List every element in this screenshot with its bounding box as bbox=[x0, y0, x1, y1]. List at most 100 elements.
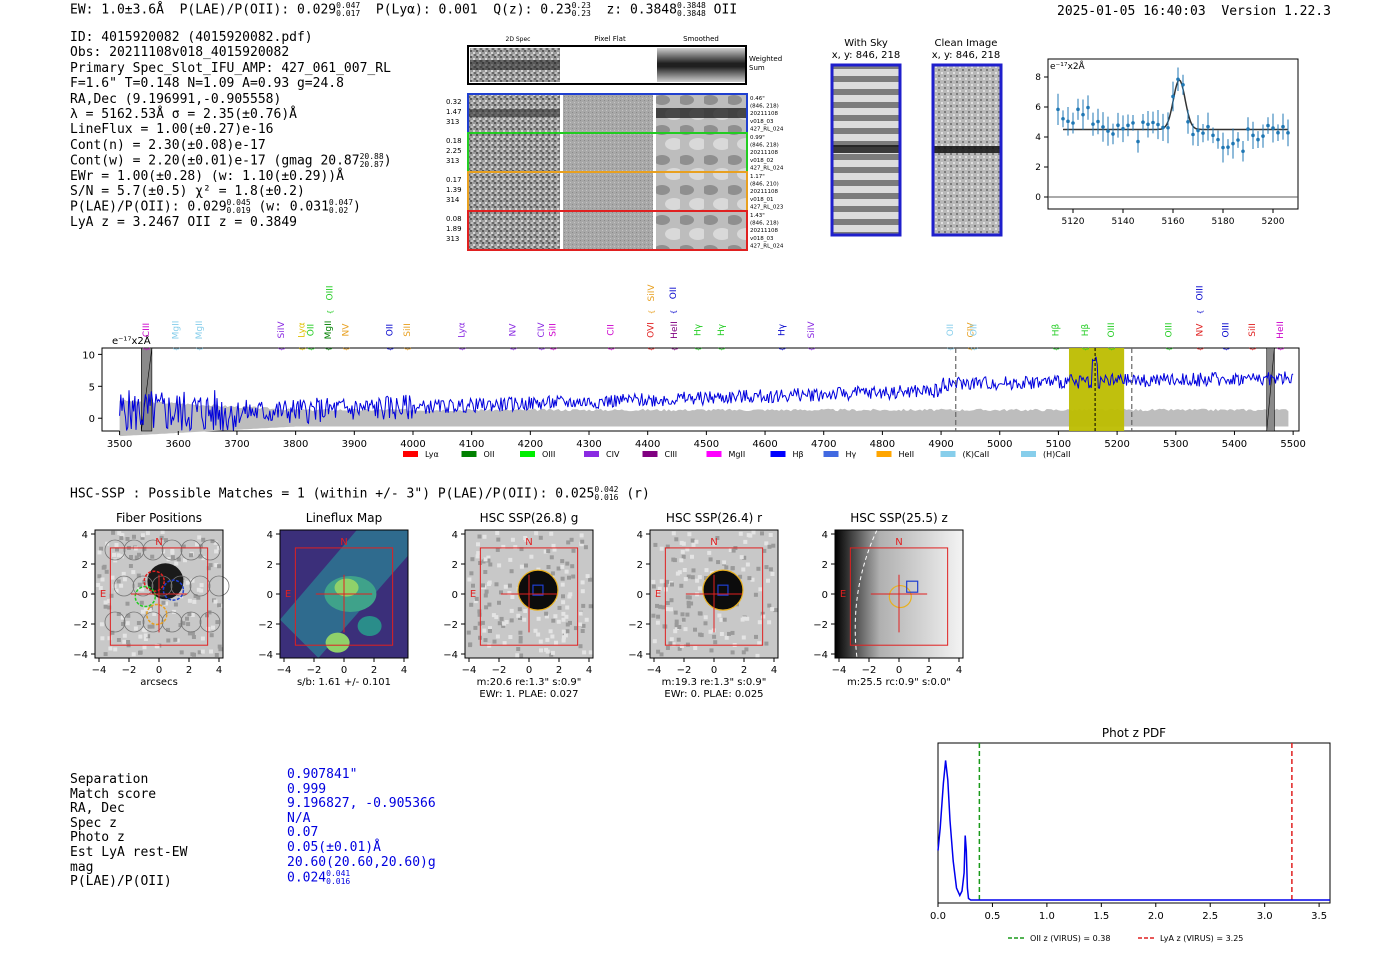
legend-swatch bbox=[876, 451, 892, 457]
info-radec: RA,Dec (9.196991,-0.905558) bbox=[70, 91, 282, 107]
match-value: 0.07 bbox=[287, 825, 319, 841]
spectrum-xtick: 5100 bbox=[1046, 439, 1071, 450]
emission-line-label: Hγ bbox=[717, 323, 727, 336]
zoom-point bbox=[1086, 105, 1090, 110]
stamp-left-label: 314 bbox=[446, 196, 460, 204]
cutout-ytick: 0 bbox=[637, 590, 643, 601]
spectrum-ytick: 0 bbox=[89, 414, 95, 425]
svg-text:{: { bbox=[695, 347, 703, 351]
photz-xtick: 3.0 bbox=[1257, 911, 1273, 922]
cutout-xtick: 2 bbox=[926, 665, 932, 676]
zoom-point bbox=[1116, 123, 1120, 128]
detection-info: ID: 4015920082 (4015920082.pdf) Obs: 202… bbox=[70, 30, 392, 230]
svg-text:{: { bbox=[550, 347, 558, 351]
stamp-col-2dspec: 2D Spec bbox=[506, 36, 531, 43]
north-label: N bbox=[340, 537, 347, 548]
cutout-caption: s/b: 1.61 +/- 0.101 bbox=[297, 677, 391, 688]
stamp-right-label: v018_02 bbox=[750, 158, 774, 164]
emission-line-label: MgII bbox=[324, 321, 334, 340]
cutout-xtick: 2 bbox=[741, 665, 747, 676]
spectrum-error-band bbox=[119, 399, 1289, 437]
stamp-left-label: 313 bbox=[446, 118, 459, 126]
cutout-xtick: 2 bbox=[556, 665, 562, 676]
stamp-right-label: (846, 218) bbox=[750, 104, 779, 110]
zoom-point bbox=[1076, 107, 1080, 112]
match-label: mag bbox=[70, 859, 94, 875]
cutout-xtick: −4 bbox=[462, 665, 477, 676]
emission-line-label: Hβ bbox=[1081, 323, 1091, 336]
info-contw: Cont(w) = 2.20(±0.01)e-17 (gmag 20.87 20.… bbox=[70, 152, 392, 170]
stamp-right-label: 20211108 bbox=[750, 189, 778, 195]
north-label: N bbox=[895, 537, 902, 548]
spectrum-xtick: 5400 bbox=[1222, 439, 1247, 450]
match-value: 0.999 bbox=[287, 781, 327, 797]
fiber-circle bbox=[132, 575, 154, 597]
spectrum-ytick: 10 bbox=[82, 350, 95, 361]
emission-line-label: CIV bbox=[537, 322, 547, 338]
legend-swatch bbox=[823, 451, 839, 457]
svg-text:{: { bbox=[970, 347, 978, 351]
zoom-point bbox=[1166, 126, 1170, 130]
ew-value: EW: 1.0±3.6Å bbox=[70, 2, 164, 18]
stamp-left-label: 2.25 bbox=[446, 147, 462, 155]
stamp-left-label: 0.08 bbox=[446, 215, 462, 223]
zoom-point bbox=[1066, 119, 1070, 124]
aperture-box bbox=[849, 547, 949, 646]
spectrum-flux-line bbox=[119, 356, 1294, 432]
stamp-2dspec bbox=[469, 134, 560, 171]
legend-label: OIII bbox=[542, 450, 555, 459]
zoom-point bbox=[1106, 129, 1110, 133]
stamp-pixelflat bbox=[563, 95, 653, 132]
cutout-ytick: 4 bbox=[637, 530, 643, 541]
info-contn: Cont(n) = 2.30(±0.08)e-17 bbox=[70, 137, 266, 153]
zoom-ytick: 0 bbox=[1035, 193, 1041, 203]
photz-xtick: 0.5 bbox=[984, 911, 1000, 922]
match-label: RA, Dec bbox=[70, 801, 125, 817]
zoom-point bbox=[1276, 130, 1280, 135]
cutout-caption: arcsecs bbox=[140, 677, 178, 688]
cutout-caption2: EWr: 1. PLAE: 0.027 bbox=[479, 689, 578, 700]
spectrum-xtick: 4400 bbox=[635, 439, 660, 450]
sky-panels bbox=[830, 63, 1003, 237]
emission-line-label: SiIV bbox=[647, 284, 657, 302]
stamp-right-label: 20211108 bbox=[750, 150, 778, 156]
east-label: E bbox=[655, 589, 661, 600]
legend-label: CIV bbox=[606, 450, 620, 459]
cutout-xtick: 4 bbox=[771, 665, 777, 676]
info-ewr: EWr = 1.00(±0.28) (w: 1.10(±0.29))Å bbox=[70, 168, 344, 184]
zoom-point bbox=[1216, 137, 1220, 142]
zoom-point bbox=[1096, 119, 1100, 124]
spectrum-xtick: 3500 bbox=[107, 439, 132, 450]
svg-text:{: { bbox=[143, 347, 151, 351]
info-plae: P(LAE)/P(OII): 0.029 0.045 0.019 (w: 0.031… bbox=[70, 198, 361, 216]
zoom-point bbox=[1061, 116, 1065, 121]
zoom-point bbox=[1156, 122, 1160, 127]
legend-swatch bbox=[1021, 451, 1036, 457]
fiber-circle bbox=[123, 539, 145, 561]
cutout-ytick: 0 bbox=[267, 590, 273, 601]
cutout-ytick: −4 bbox=[813, 650, 828, 661]
stamp-col-smoothed: Smoothed bbox=[683, 35, 719, 43]
emission-line-label: OIII bbox=[1165, 322, 1175, 337]
stamp-left-label: 1.47 bbox=[446, 108, 462, 116]
info-lya-z: LyA z = 3.2467 OII z = 0.3849 bbox=[70, 214, 297, 230]
stamp-left-label: 0.17 bbox=[446, 176, 462, 184]
cutout-ytick: 2 bbox=[82, 560, 88, 571]
cutout-ytick: 0 bbox=[82, 590, 88, 601]
emission-line-label: OII bbox=[386, 324, 396, 336]
emission-line-label: Lyα bbox=[298, 322, 308, 338]
zoom-point bbox=[1176, 77, 1180, 82]
stamp-smoothed bbox=[656, 173, 746, 210]
cutout-caption: m:20.6 re:1.3" s:0.9" bbox=[477, 677, 582, 688]
emission-line-label: OVI bbox=[647, 322, 657, 338]
zoom-ytick: 8 bbox=[1035, 73, 1041, 83]
svg-text:{: { bbox=[1166, 347, 1174, 351]
emission-line-label: OII bbox=[946, 324, 956, 336]
match-value: N/A bbox=[287, 810, 311, 826]
photz-xtick: 0.0 bbox=[930, 911, 946, 922]
zoom-point bbox=[1141, 120, 1145, 125]
cutout-caption: m:25.5 rc:0.9" s:0.0" bbox=[847, 677, 951, 688]
cutout-xtick: 0 bbox=[526, 665, 532, 676]
spectrum-xtick: 5200 bbox=[1104, 439, 1129, 450]
stamp-right-label: 1.43" bbox=[750, 213, 765, 219]
